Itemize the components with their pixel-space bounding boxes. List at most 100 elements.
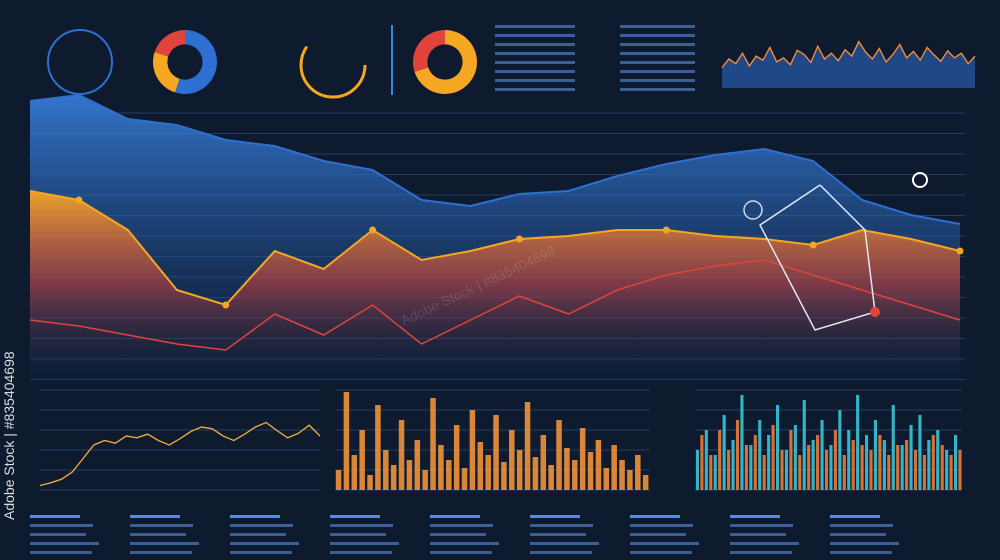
bar bbox=[572, 460, 578, 490]
line bbox=[39, 421, 321, 487]
line bbox=[721, 40, 976, 69]
text-placeholder bbox=[330, 551, 392, 554]
bar bbox=[540, 435, 547, 490]
point bbox=[956, 247, 964, 255]
point bbox=[75, 196, 83, 204]
bar bbox=[953, 435, 958, 490]
bar bbox=[882, 440, 886, 490]
text-placeholder bbox=[495, 52, 575, 55]
bar bbox=[595, 440, 602, 490]
bar bbox=[564, 448, 570, 490]
bar bbox=[430, 398, 436, 490]
pie-slice bbox=[413, 30, 445, 72]
bar bbox=[842, 455, 846, 490]
bar bbox=[873, 420, 878, 490]
text-placeholder bbox=[830, 533, 886, 536]
text-placeholder bbox=[620, 70, 695, 73]
text-placeholder bbox=[30, 524, 93, 527]
bar bbox=[860, 445, 864, 490]
bar bbox=[485, 455, 491, 490]
text-placeholder bbox=[330, 542, 399, 545]
bar bbox=[548, 465, 554, 490]
network-shape bbox=[759, 184, 876, 331]
text-placeholder bbox=[495, 79, 575, 82]
text-placeholder bbox=[130, 542, 199, 545]
text-placeholder bbox=[620, 52, 695, 55]
text-placeholder bbox=[330, 524, 393, 527]
point bbox=[809, 241, 817, 249]
bar bbox=[359, 430, 365, 490]
text-placeholder bbox=[130, 551, 192, 554]
bar bbox=[704, 430, 708, 490]
bar bbox=[351, 455, 358, 490]
bar bbox=[749, 445, 753, 490]
bar bbox=[367, 475, 373, 490]
text-placeholder bbox=[130, 533, 186, 536]
bar bbox=[516, 450, 523, 490]
area-line bbox=[29, 259, 961, 351]
text-placeholder bbox=[430, 551, 492, 554]
point bbox=[662, 226, 670, 234]
text-placeholder bbox=[630, 551, 692, 554]
bar bbox=[731, 440, 735, 490]
text-placeholder bbox=[495, 43, 575, 46]
text-placeholder bbox=[530, 515, 580, 518]
text-placeholder bbox=[620, 43, 695, 46]
marker bbox=[870, 307, 880, 317]
text-placeholder bbox=[330, 515, 380, 518]
bar bbox=[398, 420, 405, 490]
text-placeholder bbox=[130, 524, 193, 527]
bar bbox=[524, 402, 531, 490]
pie-slice bbox=[153, 52, 180, 93]
ring bbox=[299, 31, 367, 99]
text-placeholder bbox=[495, 61, 575, 64]
point bbox=[222, 301, 230, 309]
ring bbox=[47, 29, 113, 95]
bar bbox=[820, 420, 824, 490]
bar bbox=[493, 415, 499, 490]
bar bbox=[931, 435, 935, 490]
bar bbox=[727, 450, 731, 490]
bar bbox=[918, 415, 922, 490]
bar bbox=[900, 445, 904, 490]
bar bbox=[477, 442, 484, 490]
bar bbox=[780, 450, 784, 490]
bar bbox=[509, 430, 515, 490]
bar bbox=[390, 465, 397, 490]
bar bbox=[579, 428, 586, 490]
text-placeholder bbox=[730, 524, 793, 527]
text-placeholder bbox=[830, 515, 880, 518]
bar bbox=[887, 455, 891, 490]
text-placeholder bbox=[730, 542, 799, 545]
text-placeholder bbox=[230, 533, 286, 536]
bar bbox=[446, 460, 452, 490]
text-placeholder bbox=[830, 551, 892, 554]
bar bbox=[587, 452, 594, 490]
text-placeholder bbox=[620, 34, 695, 37]
bar bbox=[453, 425, 460, 490]
text-placeholder bbox=[430, 533, 486, 536]
text-placeholder bbox=[30, 533, 86, 536]
bar bbox=[758, 420, 762, 490]
bar bbox=[864, 435, 869, 490]
text-placeholder bbox=[620, 88, 695, 91]
bar bbox=[709, 455, 713, 490]
bar bbox=[469, 410, 476, 490]
decor bbox=[47, 25, 928, 331]
bar bbox=[878, 435, 882, 490]
text-placeholder bbox=[495, 25, 575, 28]
bar bbox=[438, 445, 444, 490]
bar bbox=[891, 405, 895, 490]
text-placeholder bbox=[630, 524, 693, 527]
bar bbox=[775, 405, 780, 490]
pie-slice bbox=[414, 30, 478, 94]
bar bbox=[383, 450, 389, 490]
bar bbox=[375, 405, 381, 490]
text-placeholder bbox=[430, 542, 499, 545]
bar bbox=[922, 455, 926, 490]
bar bbox=[461, 468, 468, 490]
text-placeholder bbox=[830, 524, 893, 527]
bar bbox=[847, 430, 851, 490]
